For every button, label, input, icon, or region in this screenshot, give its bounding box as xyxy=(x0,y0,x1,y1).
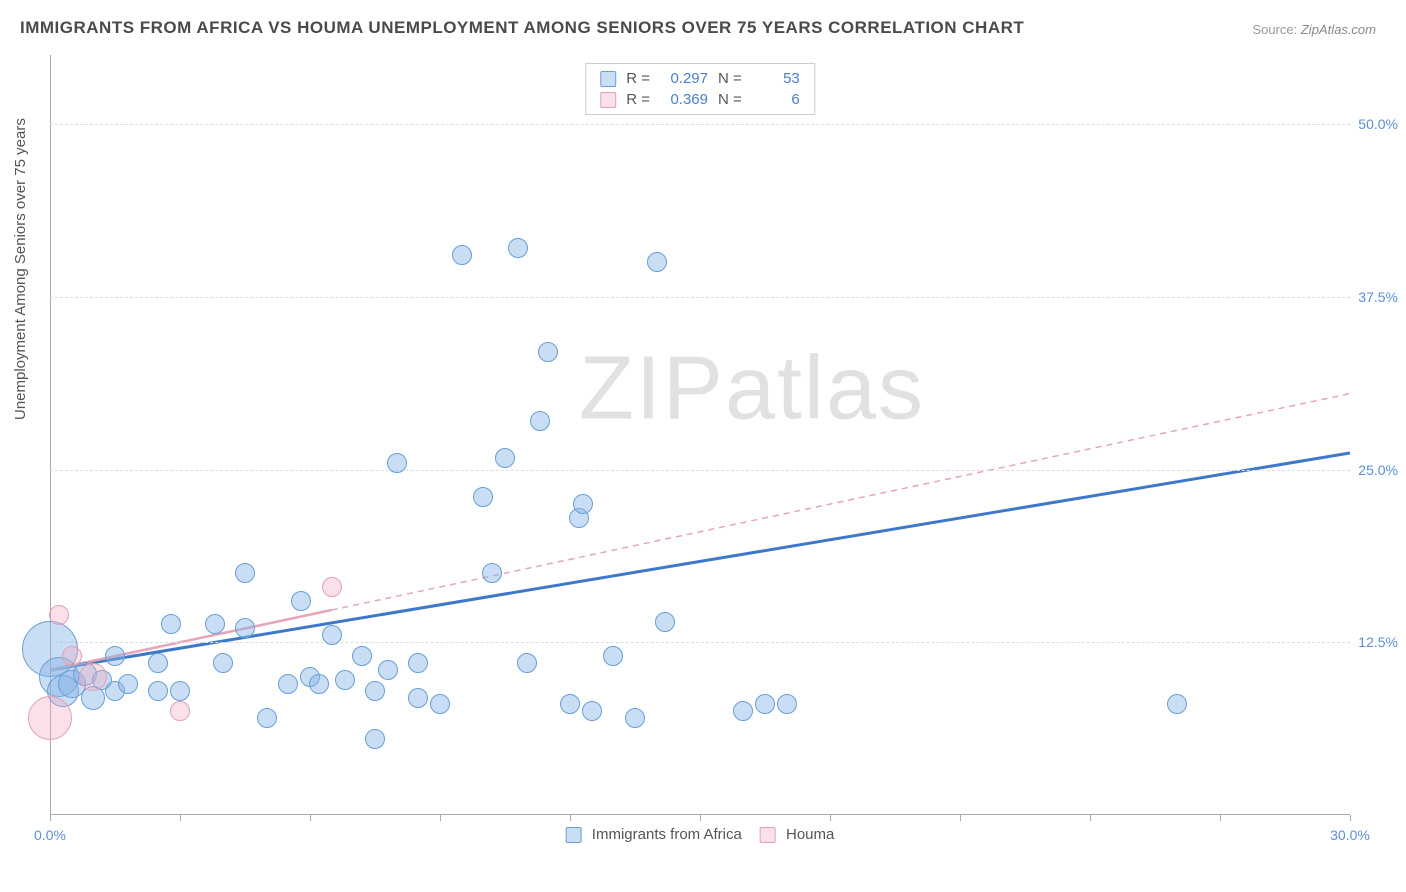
gridline-h xyxy=(50,297,1350,298)
scatter-point-africa xyxy=(733,701,753,721)
legend-swatch-pink xyxy=(760,827,776,843)
gridline-h xyxy=(50,642,1350,643)
scatter-point-africa xyxy=(235,563,255,583)
legend-r-label: R = xyxy=(626,91,650,108)
scatter-point-africa xyxy=(473,487,493,507)
x-tick-label: 0.0% xyxy=(34,827,66,843)
legend-n-value-2: 6 xyxy=(752,91,800,108)
gridline-h xyxy=(50,470,1350,471)
scatter-point-africa xyxy=(530,411,550,431)
scatter-point-africa xyxy=(105,646,125,666)
legend-r-value-2: 0.369 xyxy=(660,91,708,108)
scatter-point-africa xyxy=(257,708,277,728)
scatter-point-houma xyxy=(170,701,190,721)
legend-row-series2: R = 0.369 N = 6 xyxy=(600,89,800,110)
x-tick xyxy=(1090,815,1091,821)
scatter-point-houma xyxy=(322,577,342,597)
scatter-point-africa xyxy=(161,614,181,634)
scatter-point-africa xyxy=(538,342,558,362)
legend-swatch-pink xyxy=(600,92,616,108)
scatter-point-africa xyxy=(213,653,233,673)
scatter-point-africa xyxy=(603,646,623,666)
scatter-point-houma xyxy=(62,646,82,666)
y-tick-label: 50.0% xyxy=(1358,116,1398,132)
scatter-point-africa xyxy=(495,448,515,468)
scatter-point-africa xyxy=(278,674,298,694)
legend-swatch-blue xyxy=(566,827,582,843)
legend-swatch-blue xyxy=(600,71,616,87)
x-tick xyxy=(570,815,571,821)
trend-lines xyxy=(50,55,1350,815)
legend-n-label: N = xyxy=(718,70,742,87)
watermark: ZIPatlas xyxy=(579,338,925,441)
x-tick xyxy=(830,815,831,821)
legend-n-label: N = xyxy=(718,91,742,108)
scatter-point-africa xyxy=(625,708,645,728)
legend-label-2: Houma xyxy=(786,826,834,843)
x-tick xyxy=(440,815,441,821)
scatter-point-africa xyxy=(408,653,428,673)
trend-line-houma-solid xyxy=(50,610,332,670)
scatter-point-africa xyxy=(655,612,675,632)
scatter-point-africa xyxy=(582,701,602,721)
scatter-point-africa xyxy=(148,681,168,701)
x-tick xyxy=(700,815,701,821)
legend-item-1: Immigrants from Africa xyxy=(566,826,742,843)
x-tick xyxy=(1350,815,1351,821)
scatter-point-africa xyxy=(387,453,407,473)
scatter-point-africa xyxy=(430,694,450,714)
scatter-point-africa xyxy=(205,614,225,634)
chart-title: IMMIGRANTS FROM AFRICA VS HOUMA UNEMPLOY… xyxy=(20,18,1024,38)
scatter-point-africa xyxy=(148,653,168,673)
source-label: Source: xyxy=(1252,22,1297,37)
scatter-point-houma xyxy=(79,663,107,691)
x-tick xyxy=(1220,815,1221,821)
scatter-point-africa xyxy=(777,694,797,714)
scatter-point-africa xyxy=(755,694,775,714)
scatter-point-africa xyxy=(378,660,398,680)
plot-area: ZIPatlas R = 0.297 N = 53 R = 0.369 N = … xyxy=(50,55,1350,815)
scatter-point-africa xyxy=(560,694,580,714)
scatter-point-africa xyxy=(291,591,311,611)
y-tick-label: 25.0% xyxy=(1358,462,1398,478)
legend-series: Immigrants from Africa Houma xyxy=(566,826,835,843)
legend-label-1: Immigrants from Africa xyxy=(592,826,742,843)
scatter-point-houma xyxy=(49,605,69,625)
scatter-point-africa xyxy=(452,245,472,265)
x-tick xyxy=(180,815,181,821)
x-tick-label: 30.0% xyxy=(1330,827,1370,843)
scatter-point-africa xyxy=(408,688,428,708)
x-tick xyxy=(960,815,961,821)
scatter-point-houma xyxy=(28,696,72,740)
source-value: ZipAtlas.com xyxy=(1301,22,1376,37)
scatter-point-africa xyxy=(352,646,372,666)
gridline-h xyxy=(50,124,1350,125)
scatter-point-africa xyxy=(517,653,537,673)
scatter-point-africa xyxy=(118,674,138,694)
legend-r-label: R = xyxy=(626,70,650,87)
scatter-point-africa xyxy=(647,252,667,272)
legend-item-2: Houma xyxy=(760,826,835,843)
scatter-point-africa xyxy=(322,625,342,645)
scatter-point-africa xyxy=(235,618,255,638)
x-tick xyxy=(310,815,311,821)
scatter-point-africa xyxy=(365,729,385,749)
legend-correlation: R = 0.297 N = 53 R = 0.369 N = 6 xyxy=(585,63,815,115)
scatter-point-africa xyxy=(309,674,329,694)
x-tick xyxy=(50,815,51,821)
scatter-point-africa xyxy=(573,494,593,514)
scatter-point-africa xyxy=(508,238,528,258)
scatter-point-africa xyxy=(335,670,355,690)
scatter-point-africa xyxy=(365,681,385,701)
y-tick-label: 12.5% xyxy=(1358,634,1398,650)
scatter-point-africa xyxy=(1167,694,1187,714)
scatter-point-africa xyxy=(482,563,502,583)
legend-r-value-1: 0.297 xyxy=(660,70,708,87)
scatter-point-africa xyxy=(170,681,190,701)
y-axis-label: Unemployment Among Seniors over 75 years xyxy=(12,118,29,420)
legend-n-value-1: 53 xyxy=(752,70,800,87)
legend-row-series1: R = 0.297 N = 53 xyxy=(600,68,800,89)
y-tick-label: 37.5% xyxy=(1358,289,1398,305)
source-attribution: Source: ZipAtlas.com xyxy=(1252,22,1376,37)
